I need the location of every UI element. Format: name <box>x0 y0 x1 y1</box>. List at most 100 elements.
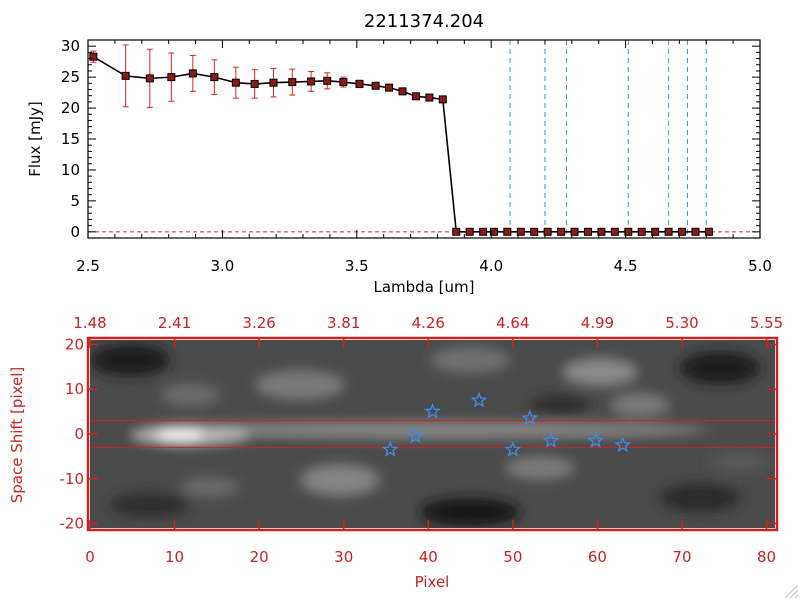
data-point-marker <box>385 83 394 92</box>
wavelength-tick-label: 1.48 <box>73 314 106 332</box>
image-panel: 0 10 20 30 40 50 60 70 80 1.48 2.41 3.26 3.81 4.26 4.… <box>8 314 783 591</box>
wavelength-tick-label: 5.30 <box>665 314 698 332</box>
data-point-marker <box>371 81 380 90</box>
data-point-marker <box>597 227 606 236</box>
wavelength-tick-label: 5.55 <box>750 314 783 332</box>
data-point-marker <box>355 79 364 88</box>
wavelength-tick-label: 3.26 <box>242 314 275 332</box>
data-point-marker <box>624 227 633 236</box>
y-tick-label: 20 <box>61 99 80 117</box>
x-tick-label: 4.0 <box>479 257 503 275</box>
data-point-marker <box>530 227 539 236</box>
x-tick-label: 30 <box>334 548 353 566</box>
line-position-star-icon <box>614 436 632 453</box>
data-point-marker <box>678 227 687 236</box>
data-point-marker <box>489 227 498 236</box>
line-position-star-icon <box>424 402 441 419</box>
x-tick-label: 2.5 <box>76 257 100 275</box>
wavelength-tick-label: 2.41 <box>158 314 191 332</box>
y-tick-label: 25 <box>61 68 80 86</box>
y-tick-group: -20 -10 0 10 20 <box>60 335 777 533</box>
data-point-marker <box>583 227 592 236</box>
data-point-marker <box>438 95 447 104</box>
x-tick-label: 40 <box>419 548 438 566</box>
data-point-marker <box>610 227 619 236</box>
data-point-marker <box>307 77 316 86</box>
line-position-star-icon <box>470 391 488 408</box>
y-tick-label: 15 <box>61 130 80 148</box>
line-position-star-icon <box>504 440 522 457</box>
y-tick-label: 5 <box>70 192 80 210</box>
data-point-marker <box>269 78 278 87</box>
x-tick-label: 0 <box>85 548 95 566</box>
line-position-star-icon <box>381 440 399 457</box>
data-point-marker <box>398 87 407 96</box>
star-marker-group <box>381 391 632 457</box>
x-tick-label: 4.5 <box>614 257 638 275</box>
data-point-marker <box>89 52 98 61</box>
data-point-marker <box>557 227 566 236</box>
spectral-image <box>90 340 775 528</box>
x-axis-label: Pixel <box>415 573 450 591</box>
data-point-marker <box>188 69 197 78</box>
wavelength-tick-label: 4.26 <box>412 314 445 332</box>
x-tick-label: 5.0 <box>748 257 772 275</box>
data-point-marker <box>411 92 420 101</box>
y-tick-label: 10 <box>65 380 84 398</box>
spectrum-panel: 2211374.204 2.5 3.0 3.5 4.0 4.5 5.0 051015202… <box>26 11 772 296</box>
line-marker-group <box>509 40 707 238</box>
plot-frame <box>87 39 761 239</box>
data-point-marker <box>465 227 474 236</box>
data-point-marker <box>651 227 660 236</box>
wavelength-tick-label: 3.81 <box>327 314 360 332</box>
data-point-marker <box>210 73 219 82</box>
bottom-x-tick-group: 0 10 20 30 40 50 60 70 80 <box>85 520 776 566</box>
x-tick-label: 70 <box>672 548 691 566</box>
data-point-marker <box>637 227 646 236</box>
wavelength-tick-label: 4.64 <box>496 314 529 332</box>
data-point-marker <box>516 227 525 236</box>
marker-group <box>89 52 713 236</box>
line-position-star-icon <box>587 431 605 448</box>
data-point-marker <box>704 227 713 236</box>
resize-grip-icon[interactable] <box>784 584 799 599</box>
x-tick-label: 10 <box>165 548 184 566</box>
y-tick-label: 10 <box>61 161 80 179</box>
data-point-marker <box>570 227 579 236</box>
flux-series-line <box>92 56 709 233</box>
y-tick-label: 0 <box>70 223 80 241</box>
data-point-marker <box>479 227 488 236</box>
errorbar-group <box>90 44 446 108</box>
y-tick-label: -10 <box>60 470 85 488</box>
y-tick-label: 0 <box>74 425 84 443</box>
data-point-marker <box>250 79 259 88</box>
data-point-marker <box>664 227 673 236</box>
x-tick-label: 3.0 <box>210 257 234 275</box>
y-tick-label: 30 <box>61 37 80 55</box>
data-point-marker <box>145 74 154 83</box>
data-point-marker <box>503 227 512 236</box>
data-point-marker <box>543 227 552 236</box>
x-tick-label: 3.5 <box>345 257 369 275</box>
x-tick-group: 2.5 3.0 3.5 4.0 4.5 5.0 <box>76 40 772 275</box>
line-position-star-icon <box>407 427 424 444</box>
data-point-marker <box>288 78 297 87</box>
line-position-star-icon <box>521 409 539 426</box>
line-position-star-icon <box>542 431 560 448</box>
x-tick-label: 60 <box>588 548 607 566</box>
x-tick-label: 80 <box>757 548 776 566</box>
data-point-marker <box>167 73 176 82</box>
wavelength-tick-label: 4.99 <box>581 314 614 332</box>
data-point-marker <box>231 78 240 87</box>
top-wavelength-tick-group: 1.48 2.41 3.26 3.81 4.26 4.64 4.99 5.30 5.55 <box>73 314 783 348</box>
x-tick-label: 50 <box>503 548 522 566</box>
data-point-marker <box>121 71 130 80</box>
data-point-marker <box>452 227 461 236</box>
y-axis-label: Flux [mJy] <box>26 101 44 177</box>
data-point-marker <box>339 78 348 87</box>
y-tick-label: -20 <box>60 515 85 533</box>
x-tick-label: 20 <box>250 548 269 566</box>
y-tick-group: 0 5 10 15 20 25 30 <box>61 37 760 241</box>
data-point-marker <box>425 93 434 102</box>
